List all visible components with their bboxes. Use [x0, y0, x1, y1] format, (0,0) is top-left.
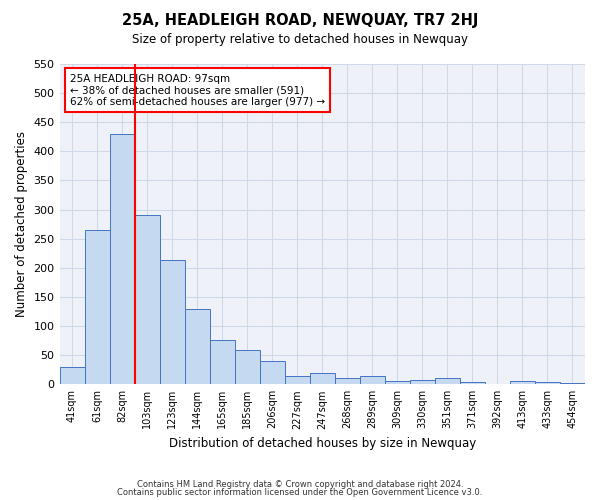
Bar [85, 230, 110, 384]
Text: Contains HM Land Registry data © Crown copyright and database right 2024.: Contains HM Land Registry data © Crown c… [137, 480, 463, 489]
Text: 25A, HEADLEIGH ROAD, NEWQUAY, TR7 2HJ: 25A, HEADLEIGH ROAD, NEWQUAY, TR7 2HJ [122, 12, 478, 28]
Y-axis label: Number of detached properties: Number of detached properties [15, 131, 28, 317]
Bar [185, 308, 209, 384]
Bar [385, 382, 410, 384]
Bar [235, 350, 260, 384]
Bar [460, 382, 485, 384]
Text: Size of property relative to detached houses in Newquay: Size of property relative to detached ho… [132, 32, 468, 46]
Bar [435, 378, 460, 384]
Bar [260, 361, 285, 384]
Bar [410, 380, 435, 384]
X-axis label: Distribution of detached houses by size in Newquay: Distribution of detached houses by size … [169, 437, 476, 450]
Bar [560, 382, 585, 384]
Bar [535, 382, 560, 384]
Bar [110, 134, 134, 384]
Bar [285, 376, 310, 384]
Bar [134, 216, 160, 384]
Bar [360, 376, 385, 384]
Bar [160, 260, 185, 384]
Bar [310, 372, 335, 384]
Bar [335, 378, 360, 384]
Bar [510, 382, 535, 384]
Bar [209, 340, 235, 384]
Bar [59, 367, 85, 384]
Text: 25A HEADLEIGH ROAD: 97sqm
← 38% of detached houses are smaller (591)
62% of semi: 25A HEADLEIGH ROAD: 97sqm ← 38% of detac… [70, 74, 325, 107]
Text: Contains public sector information licensed under the Open Government Licence v3: Contains public sector information licen… [118, 488, 482, 497]
